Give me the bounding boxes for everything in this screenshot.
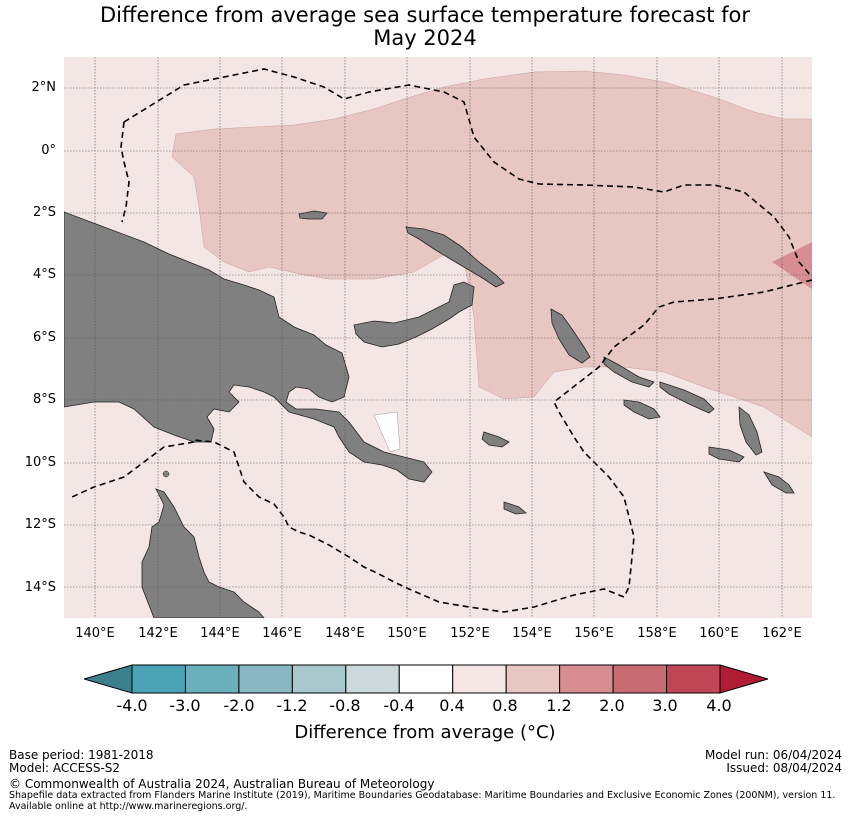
lon-label-158: 158°E — [637, 626, 677, 641]
colorbar-under-arrow — [84, 664, 133, 694]
lat-label-8s: 8°S — [32, 392, 56, 407]
land-solomon-5 — [708, 446, 745, 463]
gridlines — [64, 57, 812, 618]
land-australia — [141, 488, 265, 618]
model-run: Model run: 06/04/2024 — [704, 748, 842, 762]
lon-label-146: 146°E — [262, 626, 302, 641]
map-panel — [64, 57, 812, 618]
land-bougainville — [550, 308, 591, 364]
base-period: Base period: 1981-2018 — [9, 748, 154, 762]
lon-label-144: 144°E — [200, 626, 240, 641]
copyright: © Commonwealth of Australia 2024, Austra… — [9, 777, 435, 791]
lat-label-2n: 2°N — [31, 80, 57, 95]
land-new-ireland — [405, 226, 505, 288]
colorbar-segment — [559, 664, 614, 694]
colorbar-label: Difference from average (°C) — [294, 722, 556, 743]
lat-label-4s: 4°S — [32, 267, 56, 282]
colorbar-tick: -0.8 — [329, 696, 361, 715]
colorbar-segment — [398, 664, 454, 694]
colorbar-segment — [612, 664, 668, 694]
colorbar-tick: -1.2 — [276, 696, 308, 715]
lon-label-160: 160°E — [699, 626, 739, 641]
land-solomon-1 — [603, 356, 655, 388]
land-misc-island — [503, 501, 527, 515]
colorbar-segment — [345, 664, 400, 694]
lat-label-2s: 2°S — [32, 205, 56, 220]
islet — [162, 470, 170, 478]
colorbar-tick: -2.0 — [223, 696, 255, 715]
title-line-1: Difference from average sea surface temp… — [100, 3, 750, 27]
colorbar-tick: 1.2 — [546, 696, 572, 715]
lat-label-10s: 10°S — [24, 455, 56, 470]
colorbar-tick: 3.0 — [652, 696, 678, 715]
colorbar-tick: -3.0 — [169, 696, 201, 715]
land-new-britain — [353, 281, 475, 348]
colorbar-over-arrow — [719, 664, 768, 694]
anomaly-region-mid — [171, 70, 812, 438]
lat-label-12s: 12°S — [24, 517, 56, 532]
colorbar-tick: 0.4 — [439, 696, 465, 715]
shapefile-credit: Shapefile data extracted from Flanders M… — [9, 790, 836, 801]
lon-label-142: 142°E — [138, 626, 178, 641]
eez-boundary-png — [71, 68, 812, 613]
lon-label-150: 150°E — [387, 626, 427, 641]
lat-label-0: 0° — [41, 143, 56, 158]
land-solomon-2 — [659, 381, 715, 414]
title-line-2: May 2024 — [373, 26, 477, 50]
land-new-guinea — [64, 211, 433, 483]
shapefile-url: Available online at http://www.marinereg… — [9, 801, 248, 812]
issued-date: Issued: 08/04/2024 — [726, 761, 842, 775]
lon-label-162: 162°E — [762, 626, 802, 641]
colorbar-tick: -4.0 — [116, 696, 148, 715]
colorbar-tick: -0.4 — [383, 696, 415, 715]
colorbar-tick: 4.0 — [706, 696, 732, 715]
land-solomon-3 — [623, 399, 661, 420]
map-title: Difference from average sea surface temp… — [0, 4, 850, 50]
colorbar-tick: 2.0 — [599, 696, 625, 715]
colorbar-segment — [505, 664, 561, 694]
land-louisiade — [481, 431, 510, 448]
colorbar-segments — [131, 664, 721, 694]
colorbar-segment — [131, 664, 186, 694]
colorbar-segment — [666, 664, 721, 694]
model-name: Model: ACCESS-S2 — [9, 761, 121, 775]
lon-label-140: 140°E — [75, 626, 115, 641]
land-solomon-6 — [763, 471, 795, 494]
lon-label-154: 154°E — [512, 626, 552, 641]
colorbar-segment — [452, 664, 507, 694]
anomaly-region-neutral — [373, 411, 401, 453]
lat-label-6s: 6°S — [32, 330, 56, 345]
colorbar-segment — [184, 664, 240, 694]
anomaly-region-high — [772, 242, 812, 289]
colorbar-segment — [291, 664, 347, 694]
colorbar-tick: 0.8 — [492, 696, 518, 715]
lon-label-152: 152°E — [450, 626, 490, 641]
lat-label-14s: 14°S — [24, 580, 56, 595]
lon-label-148: 148°E — [325, 626, 365, 641]
colorbar — [84, 664, 768, 694]
lon-label-156: 156°E — [574, 626, 614, 641]
land-solomon-4 — [738, 406, 763, 456]
colorbar-segment — [238, 664, 293, 694]
